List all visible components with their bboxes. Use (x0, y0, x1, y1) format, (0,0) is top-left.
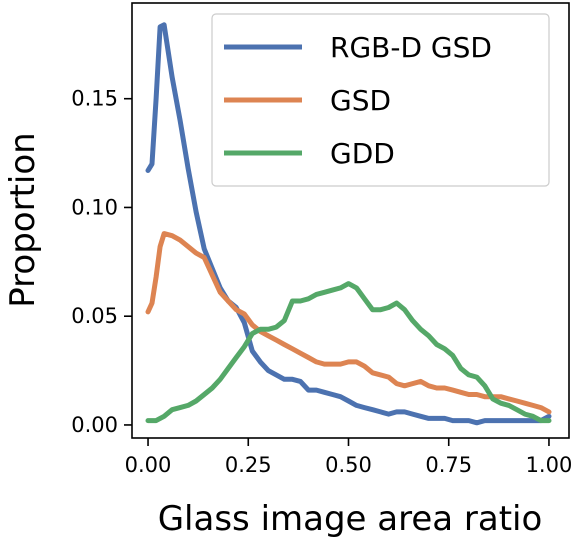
x-axis: 0.00 0.25 0.50 0.75 1.00 (125, 438, 573, 477)
legend-box (211, 13, 550, 187)
x-tick-label: 1.00 (526, 453, 573, 477)
y-tick-label: 0.00 (71, 413, 118, 437)
x-axis-title: Glass image area ratio (158, 499, 543, 539)
y-tick-label: 0.05 (71, 304, 118, 328)
x-tick-label: 0.50 (325, 453, 372, 477)
series-line-gdd (145, 281, 552, 424)
plot-frame (131, 2, 570, 439)
y-axis: 0.00 0.05 0.10 0.15 (71, 87, 132, 437)
y-tick-label: 0.15 (71, 87, 118, 111)
x-tick-label: 0.00 (125, 453, 172, 477)
y-tick-label: 0.10 (71, 195, 118, 219)
legend-label-gdd: GDD (330, 137, 395, 170)
x-tick-label: 0.25 (225, 453, 272, 477)
legend-label-rgbd-gsd: RGB-D GSD (330, 31, 492, 64)
series-line-rgb-d-gsd (145, 22, 552, 426)
plot-lines (145, 22, 552, 426)
legend-label-gsd: GSD (330, 84, 391, 117)
legend: RGB-D GSD GSD GDD (211, 13, 550, 187)
series-line-gsd (145, 231, 552, 415)
x-tick-label: 0.75 (425, 453, 472, 477)
y-axis-title: Proportion (3, 132, 43, 307)
